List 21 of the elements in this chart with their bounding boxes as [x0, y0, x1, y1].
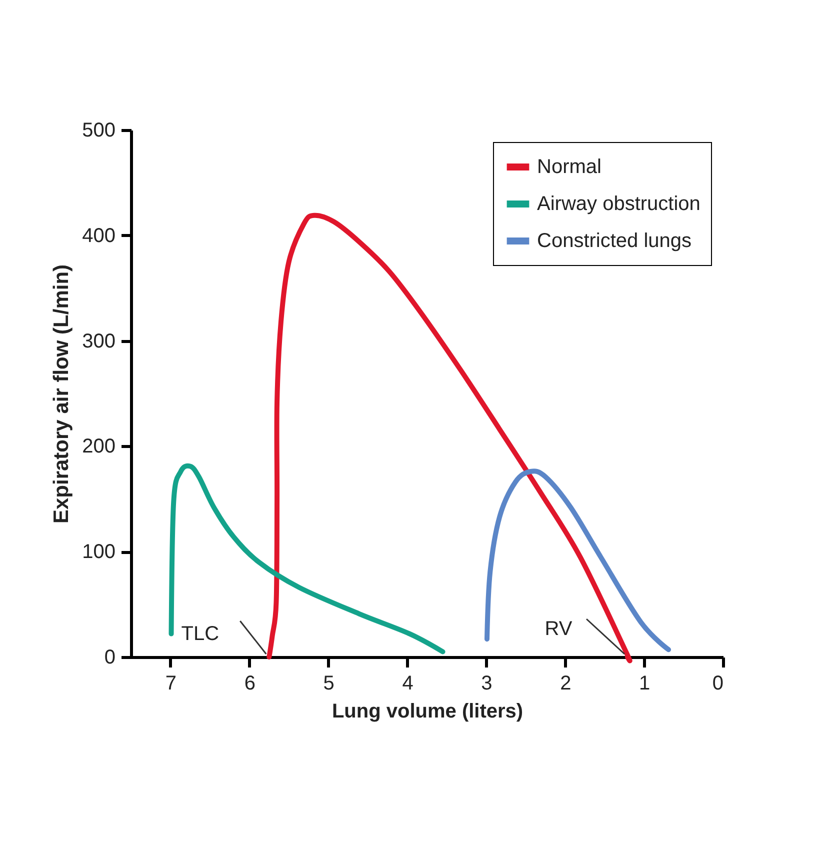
- y-tick-label: 100: [82, 541, 116, 564]
- x-tick-label: 3: [481, 672, 492, 694]
- x-tick-label: 5: [323, 672, 334, 694]
- x-tick-label: 2: [560, 672, 572, 694]
- y-tick-label: 500: [82, 120, 116, 142]
- y-axis-title: Expiratory air flow (L/min): [50, 264, 74, 524]
- legend-label: Normal: [537, 156, 602, 178]
- x-tick-label: 1: [639, 672, 650, 694]
- y-tick-label: 400: [82, 224, 116, 247]
- annotation: RV: [544, 618, 573, 640]
- legend-label: Constricted lungs: [537, 230, 692, 252]
- x-tick-label: 6: [244, 672, 256, 694]
- annotation: TLC: [181, 623, 220, 645]
- y-tick-label: 200: [82, 436, 116, 458]
- y-tick-label: 0: [104, 646, 116, 668]
- y-tick-label: 300: [82, 330, 116, 352]
- x-axis-title: Lung volume (liters): [332, 700, 524, 722]
- x-tick-label: 0: [712, 672, 724, 694]
- legend-label: Airway obstruction: [537, 193, 700, 215]
- x-tick-label: 4: [402, 672, 414, 694]
- x-tick-label: 7: [165, 672, 177, 694]
